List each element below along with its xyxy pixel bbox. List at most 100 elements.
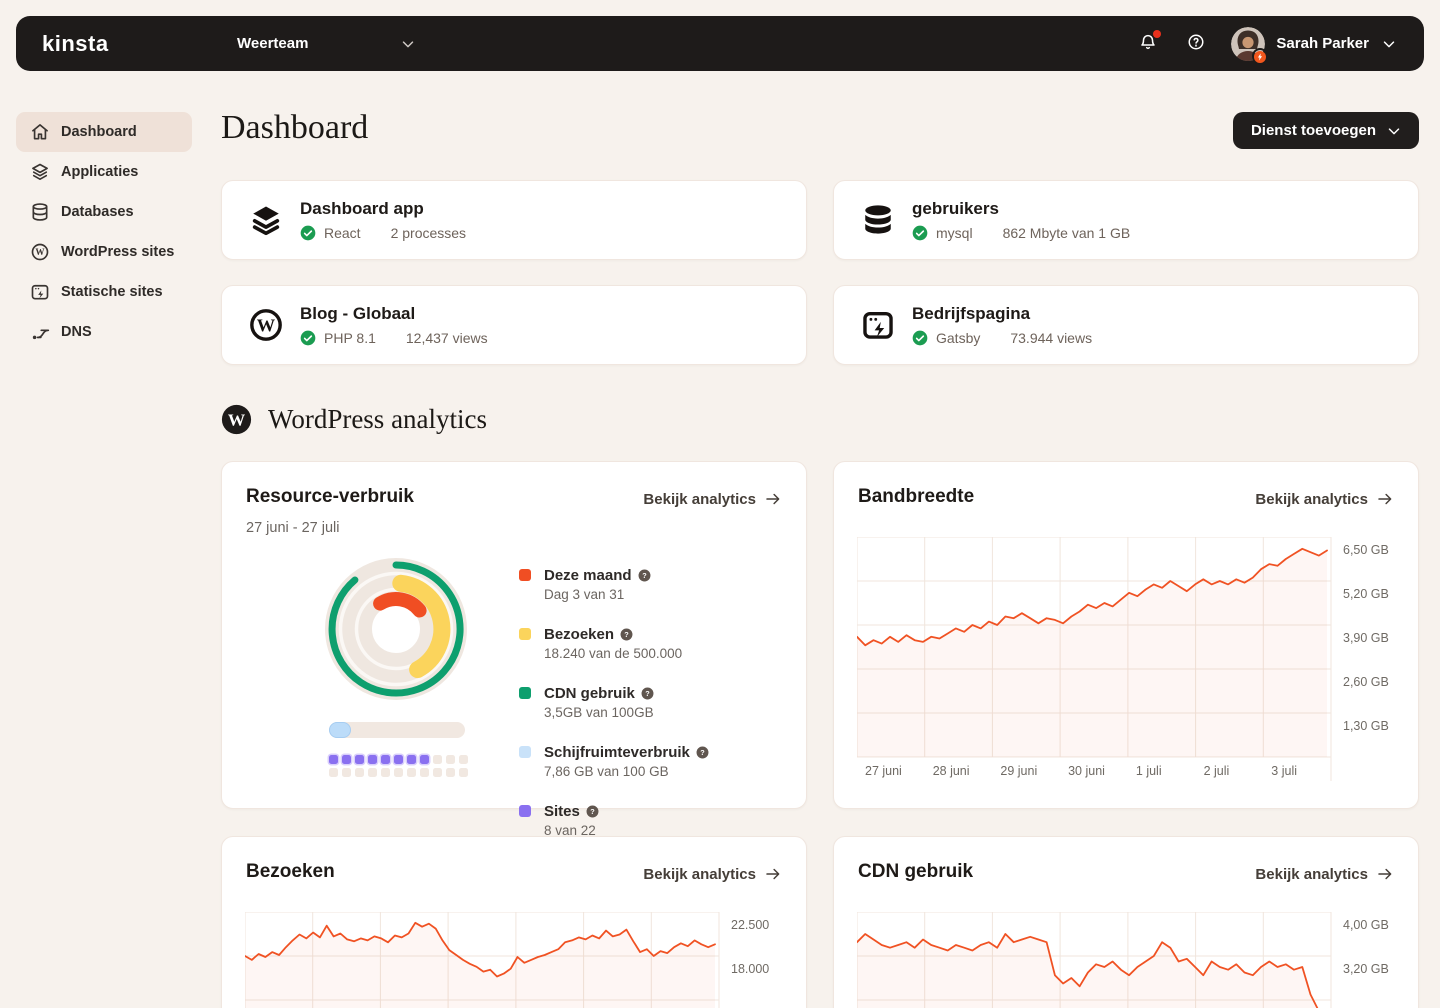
database-icon — [30, 202, 50, 222]
legend-color-chip — [519, 569, 531, 581]
svg-text:2,60 GB: 2,60 GB — [1343, 675, 1389, 689]
service-card-bedrijfspagina[interactable]: Bedrijfspagina Gatsby 73.944 views — [833, 285, 1419, 365]
service-card-gebruikers[interactable]: gebruikers mysql 862 Mbyte van 1 GB — [833, 180, 1419, 260]
site-free-square — [355, 768, 364, 777]
view-analytics-link[interactable]: Bekijk analytics — [1255, 490, 1394, 508]
sidebar-item-statische-sites[interactable]: Statische sites — [16, 272, 192, 312]
card-title: Bezoeken — [246, 861, 335, 882]
view-analytics-link[interactable]: Bekijk analytics — [643, 865, 782, 883]
disk-usage-bar — [329, 722, 465, 738]
site-used-square — [368, 755, 377, 764]
service-card-body: gebruikers mysql 862 Mbyte van 1 GB — [912, 199, 1130, 241]
chevron-down-icon — [1385, 122, 1403, 140]
site-used-square — [342, 755, 351, 764]
help-tooltip-icon[interactable]: ? — [620, 628, 633, 641]
site-free-square — [433, 755, 442, 764]
wordpress-analytics-title: WordPress analytics — [268, 404, 488, 434]
site-free-square — [394, 768, 403, 777]
svg-text:6,50 GB: 6,50 GB — [1343, 543, 1389, 557]
service-status: PHP 8.1 — [324, 330, 376, 346]
resource-legend: Deze maand ? Dag 3 van 31 Bezoeken ? 18.… — [519, 567, 789, 862]
site-free-square — [459, 755, 468, 764]
status-ok-icon — [912, 225, 928, 241]
service-card-dashboard-app[interactable]: Dashboard app React 2 processes — [221, 180, 807, 260]
sidebar-item-label: DNS — [61, 324, 92, 340]
site-free-square — [342, 768, 351, 777]
service-cards-grid: Dashboard app React 2 processes gebruike… — [221, 180, 1419, 365]
legend-item-schijfruimteverbruik: Schijfruimteverbruik ? 7,86 GB van 100 G… — [519, 744, 789, 779]
site-used-square — [420, 755, 429, 764]
legend-detail: 3,5GB van 100GB — [544, 705, 654, 720]
svg-text:5,20 GB: 5,20 GB — [1343, 587, 1389, 601]
svg-text:22.500: 22.500 — [731, 918, 769, 932]
site-free-square — [433, 768, 442, 777]
svg-text:3 juli: 3 juli — [1271, 764, 1297, 778]
sidebar-item-databases[interactable]: Databases — [16, 192, 192, 232]
sidebar-item-applicaties[interactable]: Applicaties — [16, 152, 192, 192]
site-used-square — [381, 755, 390, 764]
svg-text:?: ? — [624, 630, 629, 639]
site-free-square — [329, 768, 338, 777]
status-ok-icon — [300, 330, 316, 346]
service-detail: 2 processes — [390, 225, 467, 241]
site-used-square — [329, 755, 338, 764]
sidebar-item-label: Statische sites — [61, 284, 163, 300]
svg-text:27 juni: 27 juni — [865, 764, 902, 778]
svg-text:W: W — [35, 247, 45, 257]
service-detail: 12,437 views — [405, 330, 488, 346]
sidebar-item-dashboard[interactable]: Dashboard — [16, 112, 192, 152]
help-tooltip-icon[interactable]: ? — [586, 805, 599, 818]
svg-text:1,30 GB: 1,30 GB — [1343, 719, 1389, 733]
svg-text:28 juni: 28 juni — [933, 764, 970, 778]
help-tooltip-icon[interactable]: ? — [641, 687, 654, 700]
add-service-button[interactable]: Dienst toevoegen — [1232, 112, 1419, 149]
arrow-right-icon — [764, 865, 782, 883]
user-menu[interactable]: Sarah Parker — [1231, 26, 1398, 64]
legend-item-sites: Sites ? 8 van 22 — [519, 803, 789, 838]
card-title: CDN gebruik — [858, 861, 974, 882]
legend-label: CDN gebruik ? — [544, 685, 789, 702]
legend-detail: Dag 3 van 31 — [544, 587, 625, 602]
site-free-square — [420, 768, 429, 777]
view-analytics-label: Bekijk analytics — [643, 865, 756, 883]
help-tooltip-icon[interactable]: ? — [696, 746, 709, 759]
legend-color-chip — [519, 805, 531, 817]
service-card-blog-globaal[interactable]: W Blog - Globaal PHP 8.1 12,437 views — [221, 285, 807, 365]
help-button[interactable] — [1183, 31, 1209, 57]
site-free-square — [446, 768, 455, 777]
navbar-right: Sarah Parker — [1135, 26, 1424, 64]
sites-usage-grid — [329, 755, 469, 777]
arrow-right-icon — [1376, 865, 1394, 883]
svg-text:?: ? — [645, 689, 650, 698]
service-card-body: Bedrijfspagina Gatsby 73.944 views — [912, 304, 1092, 346]
notifications-button[interactable] — [1135, 29, 1162, 57]
visits-card: Bezoeken Bekijk analytics 22.500 18.000 — [221, 836, 807, 1008]
sidebar-item-dns[interactable]: DNS — [16, 312, 192, 352]
layers-icon — [30, 162, 50, 182]
static-site-icon — [30, 282, 50, 302]
svg-text:?: ? — [642, 571, 647, 580]
view-analytics-link[interactable]: Bekijk analytics — [1255, 865, 1394, 883]
legend-item-bezoeken: Bezoeken ? 18.240 van de 500.000 — [519, 626, 789, 661]
avatar — [1231, 26, 1269, 64]
site-free-square — [459, 768, 468, 777]
add-service-label: Dienst toevoegen — [1250, 122, 1376, 139]
view-analytics-label: Bekijk analytics — [1255, 865, 1368, 883]
chevron-down-icon — [399, 35, 417, 53]
view-analytics-link[interactable]: Bekijk analytics — [643, 490, 782, 508]
legend-detail: 18.240 van de 500.000 — [544, 646, 683, 661]
site-used-square — [394, 755, 403, 764]
page-title: Dashboard — [221, 109, 369, 146]
kinsta-logo[interactable]: kinsta — [42, 30, 109, 56]
svg-text:30 juni: 30 juni — [1068, 764, 1105, 778]
site-free-square — [407, 768, 416, 777]
cdn-line-chart: 4,00 GB 3,20 GB — [857, 912, 1389, 1008]
sidebar-item-wordpress-sites[interactable]: W WordPress sites — [16, 232, 192, 272]
team-name: Weerteam — [237, 35, 309, 52]
bandwidth-line-chart: 6,50 GB 5,20 GB 3,90 GB 2,60 GB 1,30 GB 27 ju… — [857, 537, 1389, 781]
legend-detail: 7,86 GB van 100 GB — [544, 764, 669, 779]
legend-color-chip — [519, 687, 531, 699]
team-selector[interactable]: Weerteam — [237, 35, 417, 53]
help-tooltip-icon[interactable]: ? — [638, 569, 651, 582]
service-status: Gatsby — [936, 330, 981, 346]
